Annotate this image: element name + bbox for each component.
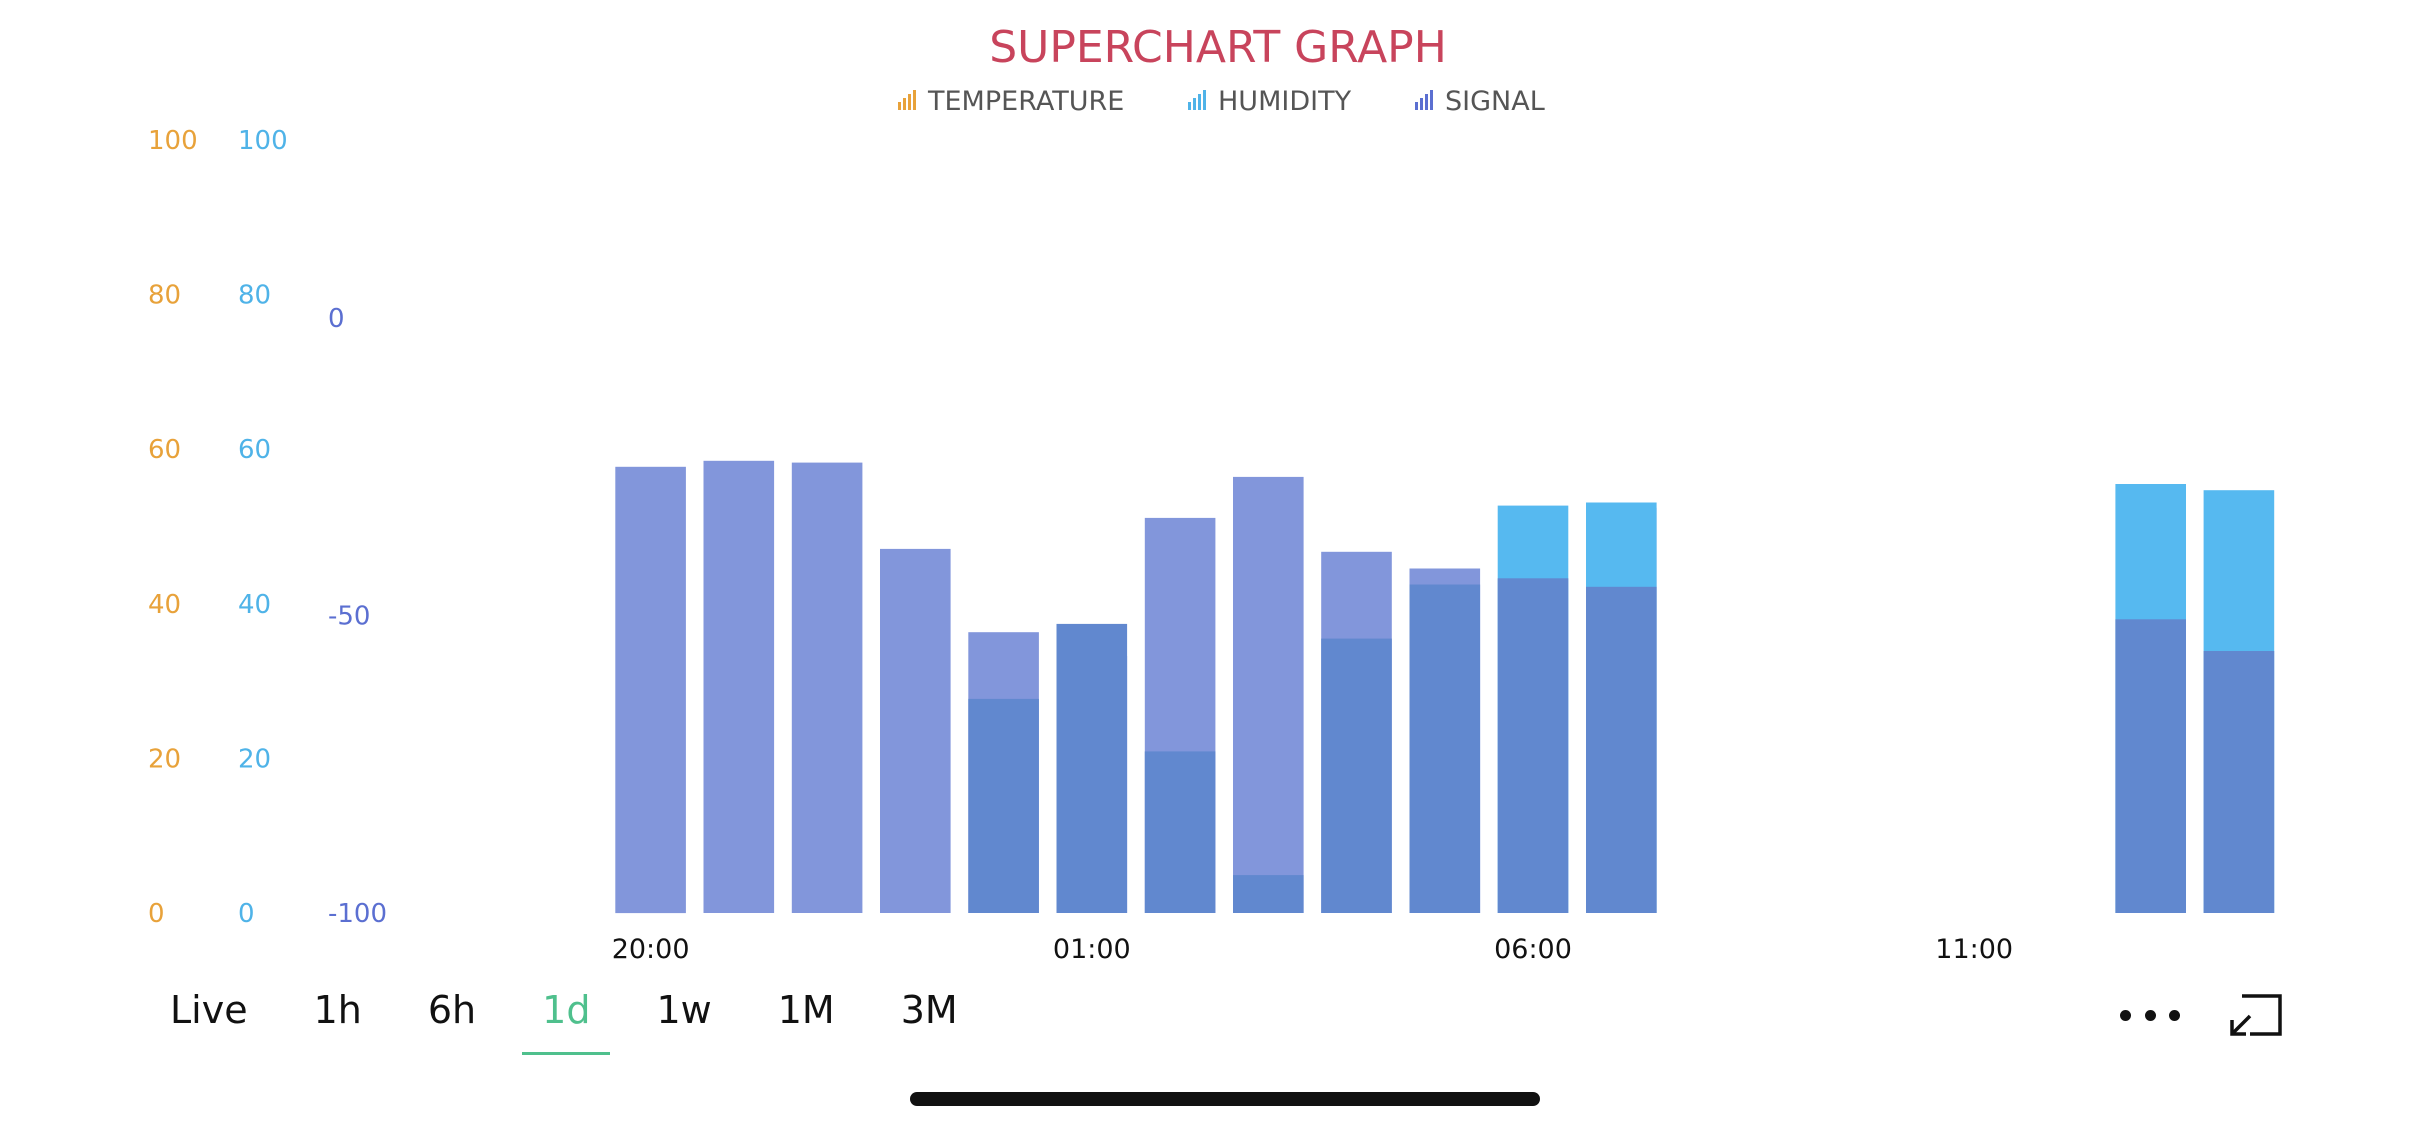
bar-chart-icon: [1188, 90, 1206, 110]
range-tab-1h[interactable]: 1h: [313, 988, 362, 1032]
bar-chart-icon: [1415, 90, 1433, 110]
signal-bar: [1233, 476, 1304, 913]
chart-title: SUPERCHART GRAPH: [989, 22, 1447, 73]
signal-bar: [615, 466, 686, 914]
x-axis: 20:00 01:00 06:00 11:00: [612, 934, 2013, 965]
signal-bar: [880, 548, 951, 913]
humidity-tick-label: 20: [238, 744, 271, 774]
exit-fullscreen-icon: [2230, 994, 2282, 1036]
signal-axis: -100 -50 0: [328, 304, 387, 929]
signal-tick-label: -50: [328, 602, 370, 632]
temperature-tick-label: 0: [148, 899, 165, 929]
temperature-bar: [1586, 586, 1657, 913]
legend-label: SIGNAL: [1445, 86, 1545, 117]
range-tab-1m[interactable]: 1M: [777, 988, 835, 1032]
y-axes: 0 20 40 60 80 100 0 20 40 60 80 100 -100 -50 0: [148, 126, 387, 929]
temperature-bar: [968, 698, 1039, 913]
temperature-bar: [1321, 638, 1392, 913]
humidity-tick-label: 40: [238, 590, 271, 620]
x-tick-label: 06:00: [1494, 934, 1572, 965]
temperature-bar: [2203, 651, 2275, 913]
humidity-tick-label: 100: [238, 126, 288, 156]
range-tab-1d[interactable]: 1d: [522, 975, 611, 1055]
temperature-tick-label: 80: [148, 281, 181, 311]
temperature-axis: 0 20 40 60 80 100: [148, 126, 198, 929]
bar-chart-icon: [898, 90, 916, 110]
range-tab-1w[interactable]: 1w: [656, 988, 712, 1032]
legend: TEMPERATURE HUMIDITY SIGNAL: [898, 86, 1545, 117]
signal-tick-label: 0: [328, 304, 345, 334]
temperature-tick-label: 100: [148, 126, 198, 156]
range-tab-6h[interactable]: 6h: [427, 988, 477, 1032]
temperature-bar: [2115, 619, 2186, 913]
temperature-bar: [1144, 751, 1216, 913]
humidity-tick-label: 60: [238, 435, 271, 465]
x-tick-label: 01:00: [1053, 934, 1131, 965]
x-tick-label: 20:00: [612, 934, 690, 965]
humidity-tick-label: 80: [238, 281, 271, 311]
legend-label: TEMPERATURE: [927, 86, 1124, 117]
legend-item-signal[interactable]: SIGNAL: [1415, 86, 1545, 117]
humidity-axis: 0 20 40 60 80 100: [238, 126, 288, 929]
signal-tick-label: -100: [328, 899, 387, 929]
temperature-bar: [1056, 623, 1128, 913]
humidity-tick-label: 0: [238, 899, 255, 929]
temperature-tick-label: 20: [148, 744, 181, 774]
temperature-bar: [1497, 578, 1569, 913]
temperature-bar: [1233, 875, 1304, 913]
more-dot-icon: [2120, 1009, 2131, 1021]
series-temperature: [968, 578, 2275, 913]
range-tab-live[interactable]: Live: [170, 988, 248, 1032]
more-dot-icon: [2144, 1009, 2156, 1021]
bar-plot-area: [615, 460, 2275, 914]
temperature-tick-label: 60: [148, 435, 181, 465]
home-indicator: [910, 1092, 1540, 1106]
temperature-tick-label: 40: [148, 590, 181, 620]
range-tab-3m[interactable]: 3M: [900, 988, 958, 1032]
signal-bar: [703, 460, 775, 913]
legend-item-humidity[interactable]: HUMIDITY: [1188, 86, 1352, 117]
temperature-bar: [1409, 584, 1481, 913]
x-tick-label: 11:00: [1935, 934, 2013, 965]
exit-fullscreen-button[interactable]: [2228, 990, 2284, 1040]
more-dot-icon: [2169, 1009, 2180, 1021]
legend-item-temperature[interactable]: TEMPERATURE: [898, 86, 1124, 117]
more-options-button[interactable]: [2120, 995, 2180, 1035]
signal-bar: [791, 462, 863, 913]
legend-label: HUMIDITY: [1218, 86, 1352, 117]
time-range-selector: Live 1h 6h 1d 1w 1M 3M: [150, 975, 1004, 1055]
